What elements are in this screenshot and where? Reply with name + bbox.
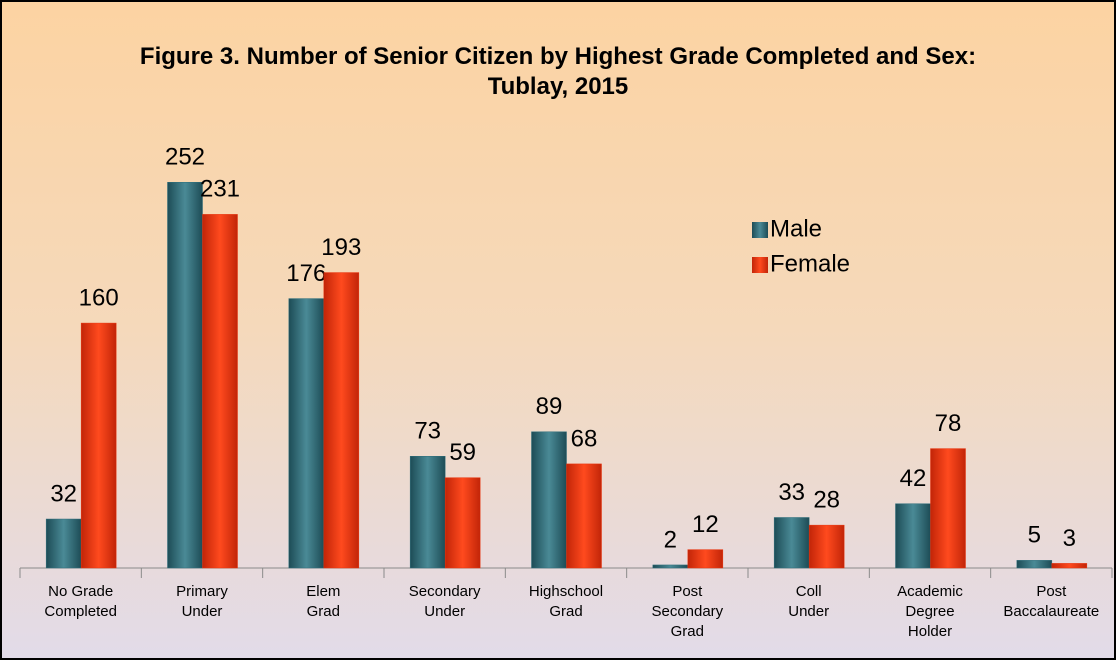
- bar: [808, 524, 845, 569]
- legend-swatch: [752, 257, 768, 273]
- data-label: 5: [1028, 522, 1041, 549]
- bar: [288, 298, 325, 569]
- x-tick-label: Coll Under: [788, 583, 829, 620]
- data-label: 3: [1063, 525, 1076, 552]
- data-label: 2: [664, 526, 677, 553]
- data-label: 193: [321, 234, 361, 261]
- x-tick-label: Post Baccalaureate: [1003, 583, 1099, 620]
- bar: [566, 463, 602, 569]
- data-label: 59: [449, 439, 476, 466]
- x-tick-label: Post Secondary Grad: [651, 583, 723, 640]
- bar: [687, 549, 724, 569]
- bar: [531, 431, 567, 569]
- x-tick-label: Academic Degree Holder: [897, 583, 963, 640]
- data-label: 160: [79, 284, 119, 311]
- bar: [930, 448, 966, 569]
- legend-label: Male: [770, 215, 822, 242]
- data-label: 78: [935, 410, 962, 437]
- data-label: 12: [692, 511, 719, 538]
- data-label: 73: [414, 418, 441, 445]
- chart-title: Figure 3. Number of Senior Citizen by Hi…: [140, 43, 976, 100]
- bar: [323, 272, 360, 569]
- data-label: 32: [50, 480, 77, 507]
- bar: [444, 477, 481, 569]
- legend-swatch: [752, 222, 768, 238]
- x-tick-label: Elem Grad: [306, 583, 340, 620]
- bar: [652, 564, 689, 569]
- x-tick-label: Highschool Grad: [529, 583, 603, 620]
- bar: [80, 322, 117, 569]
- x-tick-label: Secondary Under: [409, 583, 481, 620]
- data-label: 42: [900, 465, 927, 492]
- bar: [202, 214, 238, 569]
- data-label: 68: [571, 425, 598, 452]
- bar: [45, 518, 82, 569]
- x-tick-label: No Grade Completed: [44, 583, 117, 620]
- data-label: 89: [536, 393, 563, 420]
- data-label: 33: [778, 479, 805, 506]
- bar: [895, 503, 931, 569]
- bar: [1016, 560, 1053, 569]
- bar: [773, 517, 810, 569]
- data-label: 176: [286, 260, 326, 287]
- bar: [1051, 563, 1088, 569]
- bar: [409, 456, 446, 569]
- x-tick-label: Primary Under: [176, 583, 228, 620]
- data-label: 28: [813, 486, 840, 513]
- data-label: 231: [200, 176, 240, 203]
- bar: [167, 181, 203, 569]
- data-label: 252: [165, 144, 205, 171]
- legend-label: Female: [770, 250, 850, 277]
